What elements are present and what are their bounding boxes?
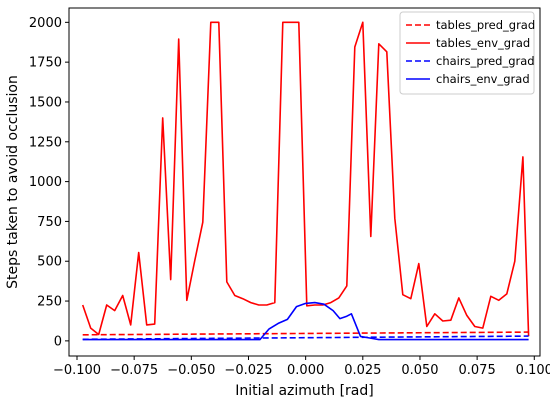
legend-label: chairs_env_grad — [436, 72, 530, 86]
x-axis: −0.100 −0.075 −0.050 −0.025 0.000 0.025 0.050 0… — [53, 356, 550, 378]
y-tick-label: 2000 — [29, 16, 62, 31]
series-line-chairs-env-grad — [82, 301, 529, 341]
series-line-tables-env-grad — [81, 21, 530, 337]
y-tick-label: 1500 — [29, 95, 62, 110]
plot-lines — [81, 21, 530, 341]
series-line-tables-pred-grad — [82, 331, 529, 336]
x-tick-label: 0.075 — [459, 363, 496, 378]
legend-label: tables_env_grad — [436, 36, 530, 50]
x-tick-label: −0.100 — [53, 363, 101, 378]
y-axis-label: Steps taken to avoid occlusion — [5, 75, 21, 289]
legend-label: tables_pred_grad — [436, 18, 535, 32]
y-tick-label: 500 — [37, 255, 62, 270]
x-tick-label: −0.075 — [110, 363, 158, 378]
legend-box — [399, 11, 535, 95]
y-tick-label: 1250 — [29, 135, 62, 150]
x-tick-label: −0.025 — [224, 363, 272, 378]
y-tick-label: 0 — [54, 334, 62, 349]
y-tick-label: 1750 — [29, 56, 62, 71]
x-tick-label: 0.100 — [516, 363, 550, 378]
y-tick-label: 750 — [37, 215, 62, 230]
x-tick-label: −0.050 — [167, 363, 215, 378]
series-line-chairs-pred-grad — [82, 335, 529, 341]
y-tick-label: 250 — [37, 295, 62, 310]
x-tick-label: 0.025 — [344, 363, 381, 378]
x-tick-label: 0.050 — [401, 363, 438, 378]
y-tick-label: 1000 — [29, 175, 62, 190]
y-axis: 0 250 500 750 1000 1250 1500 1750 2000 — [29, 16, 69, 349]
x-axis-label: Initial azimuth [rad] — [235, 383, 373, 399]
legend: tables_pred_grad tables_env_grad chairs_pr… — [399, 11, 535, 95]
legend-label: chairs_pred_grad — [436, 54, 535, 68]
x-tick-label: 0.000 — [287, 363, 324, 378]
